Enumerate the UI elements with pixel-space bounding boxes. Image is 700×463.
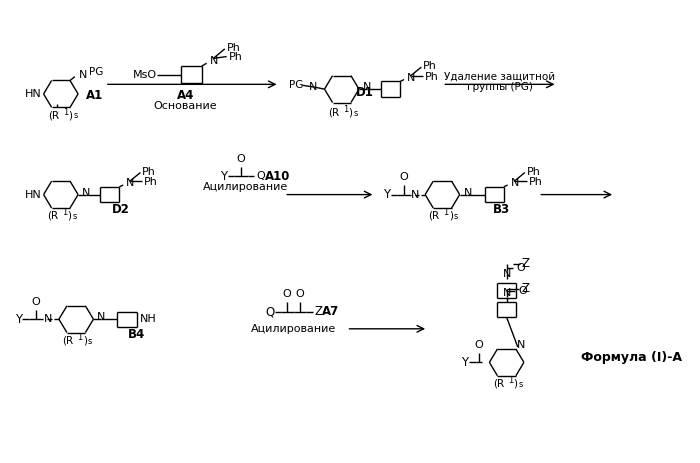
Text: N: N (510, 178, 519, 188)
Text: Y: Y (15, 313, 22, 326)
Text: O: O (400, 172, 408, 182)
Text: O: O (237, 154, 246, 164)
Text: Z: Z (522, 257, 530, 270)
Text: Ph: Ph (142, 167, 156, 176)
Text: Z: Z (522, 282, 530, 295)
Text: PG: PG (89, 67, 104, 77)
Text: Ph: Ph (424, 61, 437, 71)
Text: D2: D2 (111, 203, 130, 216)
Text: Z: Z (315, 305, 323, 318)
Text: N: N (209, 56, 218, 66)
Text: Удаление защитной: Удаление защитной (444, 72, 556, 81)
Text: ): ) (513, 378, 517, 388)
Text: N: N (503, 269, 511, 279)
Text: Y: Y (220, 170, 228, 183)
Text: ): ) (449, 211, 453, 221)
Text: ): ) (69, 110, 73, 120)
Text: A4: A4 (177, 89, 194, 102)
Text: ): ) (349, 107, 353, 117)
Text: N: N (126, 178, 134, 188)
Text: A7: A7 (321, 305, 339, 318)
Text: N: N (97, 313, 106, 322)
Text: 1: 1 (77, 333, 83, 342)
Text: PG: PG (289, 80, 303, 90)
Text: ): ) (83, 335, 87, 345)
Text: s: s (74, 112, 78, 120)
Text: MsO: MsO (132, 70, 157, 80)
Text: O: O (32, 297, 41, 307)
Text: 1: 1 (63, 107, 68, 117)
Text: Ацилирование: Ацилирование (203, 182, 288, 192)
Text: A10: A10 (265, 170, 290, 183)
Text: Ацилирование: Ацилирование (251, 324, 337, 334)
Text: s: s (354, 109, 358, 118)
Text: Y: Y (461, 356, 468, 369)
Text: Основание: Основание (154, 101, 217, 112)
Text: s: s (72, 212, 77, 221)
Text: ): ) (67, 211, 71, 221)
Text: Ph: Ph (227, 43, 241, 53)
Text: Ph: Ph (425, 72, 439, 81)
Text: группы (PG): группы (PG) (467, 82, 533, 92)
Text: O: O (518, 287, 527, 296)
Text: (R: (R (328, 107, 339, 117)
Text: (R: (R (47, 211, 58, 221)
Text: B4: B4 (128, 328, 145, 341)
Text: O: O (516, 263, 525, 274)
Text: N: N (517, 340, 525, 350)
Text: A1: A1 (86, 89, 103, 102)
Text: D1: D1 (356, 87, 374, 100)
Text: O: O (283, 289, 291, 299)
Text: O: O (475, 340, 483, 350)
Text: (R: (R (48, 110, 59, 120)
Text: N: N (411, 189, 419, 200)
Text: N: N (82, 188, 90, 198)
Text: N: N (43, 314, 52, 324)
Text: B3: B3 (494, 203, 510, 216)
Text: 1: 1 (443, 208, 449, 217)
Text: N: N (503, 288, 511, 298)
Text: HN: HN (25, 89, 42, 99)
Text: NH: NH (139, 314, 156, 324)
Text: Ph: Ph (144, 177, 158, 187)
Text: N: N (407, 73, 415, 82)
Text: Формула (I)-A: Формула (I)-A (582, 351, 682, 364)
Text: s: s (88, 337, 92, 346)
Text: 1: 1 (508, 376, 513, 385)
Text: (R: (R (493, 378, 504, 388)
Text: Ph: Ph (528, 177, 542, 187)
Text: Y: Y (383, 188, 390, 201)
Text: Q: Q (265, 305, 274, 318)
Text: (R: (R (62, 335, 74, 345)
Text: 1: 1 (62, 208, 67, 217)
Text: 1: 1 (343, 105, 348, 114)
Text: (R: (R (428, 211, 440, 221)
Text: N: N (463, 188, 472, 198)
Text: N: N (363, 82, 371, 92)
Text: Ph: Ph (229, 52, 242, 63)
Text: HN: HN (25, 189, 42, 200)
Text: N: N (78, 70, 87, 80)
Text: Q: Q (256, 171, 265, 181)
Text: O: O (295, 289, 304, 299)
Text: s: s (454, 212, 458, 221)
Text: s: s (518, 380, 522, 389)
Text: N: N (309, 82, 317, 92)
Text: Ph: Ph (527, 167, 540, 176)
